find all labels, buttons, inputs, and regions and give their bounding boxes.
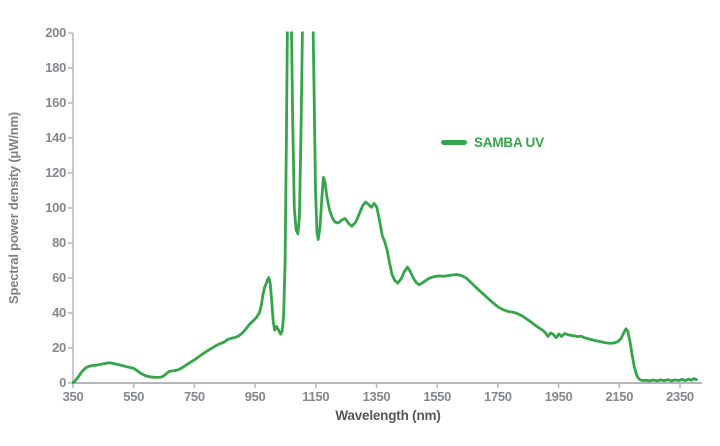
y-tick-label: 180 — [45, 60, 66, 75]
x-tick-label: 950 — [244, 389, 266, 404]
y-tick-label: 200 — [45, 25, 66, 40]
y-tick-label: 20 — [52, 340, 66, 355]
legend: SAMBA UV — [441, 134, 544, 150]
legend-line-swatch — [441, 139, 467, 145]
x-axis-title: Wavelength (nm) — [335, 408, 441, 423]
x-tick-label: 1150 — [302, 389, 330, 404]
x-tick-label: 2350 — [666, 389, 694, 404]
y-tick-label: 80 — [52, 235, 66, 250]
y-tick-label: 60 — [52, 270, 66, 285]
x-tick-label: 1750 — [484, 389, 512, 404]
x-tick-label: 350 — [62, 389, 84, 404]
x-tick-label: 1350 — [362, 389, 391, 404]
y-tick-label: 120 — [45, 165, 66, 180]
y-tick-label: 140 — [45, 130, 66, 145]
x-tick-label: 750 — [183, 389, 205, 404]
legend-label: SAMBA UV — [474, 134, 544, 150]
y-axis-title: Spectral power density (μW/nm) — [6, 112, 21, 304]
y-tick-label: 100 — [45, 200, 66, 215]
x-tick-label: 1550 — [423, 389, 452, 404]
x-tick-label: 550 — [123, 389, 145, 404]
x-tick-label: 2150 — [605, 389, 634, 404]
y-tick-label: 40 — [52, 305, 66, 320]
y-tick-label: 160 — [45, 95, 66, 110]
y-tick-label: 0 — [59, 375, 66, 390]
x-tick-label: 1950 — [544, 389, 573, 404]
